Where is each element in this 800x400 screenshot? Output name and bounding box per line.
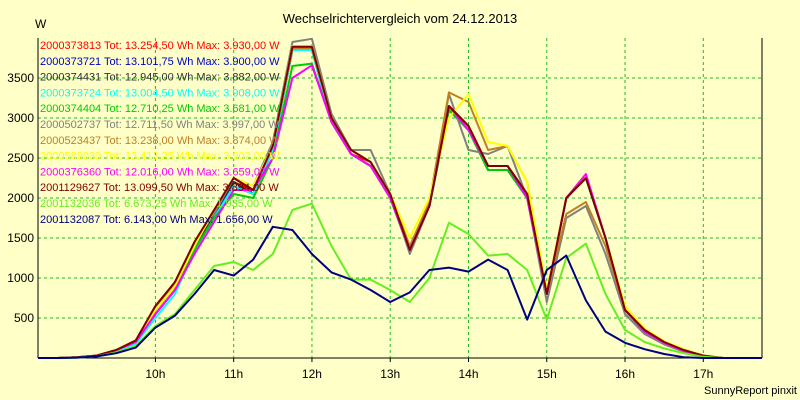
legend-entry: 2000373721 Tot: 13.101,75 Wh Max: 3.900,… — [40, 56, 280, 68]
legend-entry: 2000374431 Tot: 12.945,00 Wh Max: 3.882,… — [40, 72, 280, 84]
legend-entry: 2000589030 Tot: 13.413,25 Wh Max: 3.902,… — [40, 151, 280, 163]
legend-entry: 2000523437 Tot: 13.238,00 Wh Max: 3.874,… — [40, 135, 280, 147]
legend-entry: 2000502737 Tot: 12.711,50 Wh Max: 3.997,… — [40, 119, 279, 131]
y-tick-label: 500 — [14, 311, 34, 325]
x-tick-label: 15h — [537, 367, 557, 381]
y-tick-label: 1500 — [7, 231, 34, 245]
x-tick-label: 11h — [224, 367, 243, 381]
chart-title: Wechselrichtervergleich vom 24.12.2013 — [283, 11, 518, 26]
series-line-7 — [38, 45, 762, 359]
legend-entry: 2000373813 Tot: 13.254,50 Wh Max: 3.930,… — [40, 40, 280, 52]
y-tick-label: 1000 — [7, 271, 34, 285]
y-tick-label: 3500 — [7, 71, 34, 85]
y-tick-label: 2500 — [7, 151, 34, 165]
y-tick-label: 3000 — [7, 111, 34, 125]
x-tick-label: 12h — [302, 367, 322, 381]
y-tick-label: 2000 — [7, 191, 34, 205]
footer-credit: SunnyReport pinxit — [704, 385, 797, 397]
legend-entry: 2000373724 Tot: 13.004,50 Wh Max: 3.908,… — [40, 87, 280, 99]
x-tick-label: 17h — [693, 367, 713, 381]
x-tick-label: 16h — [615, 367, 635, 381]
legend-entry: 2000374404 Tot: 12.710,25 Wh Max: 3.681,… — [40, 103, 280, 115]
series-line-11 — [38, 225, 762, 359]
legend-entry: 2001132036 Tot: 6.673,25 Wh Max: 1.935,0… — [40, 198, 273, 210]
x-tick-label: 13h — [380, 367, 400, 381]
series-line-10 — [38, 202, 762, 359]
legend-entry: 2001132087 Tot: 6.143,00 Wh Max: 1.656,0… — [40, 214, 273, 226]
x-tick-label: 10h — [145, 367, 165, 381]
legend-entry: 2000376360 Tot: 12.016,00 Wh Max: 3.659,… — [40, 166, 280, 178]
axes: 500 1000 1500 2000 2500 3000 3500 10h 11h 12h 13h 1… — [7, 38, 763, 381]
y-axis-unit-label: W — [35, 17, 47, 31]
series-line-9 — [38, 45, 762, 359]
legend: 2000373813 Tot: 13.254,50 Wh Max: 3.930,… — [40, 40, 280, 226]
series-lines — [38, 37, 762, 359]
x-tick-label: 14h — [458, 367, 478, 381]
legend-entry: 2001129627 Tot: 13.099,50 Wh Max: 3.894,… — [40, 182, 279, 194]
